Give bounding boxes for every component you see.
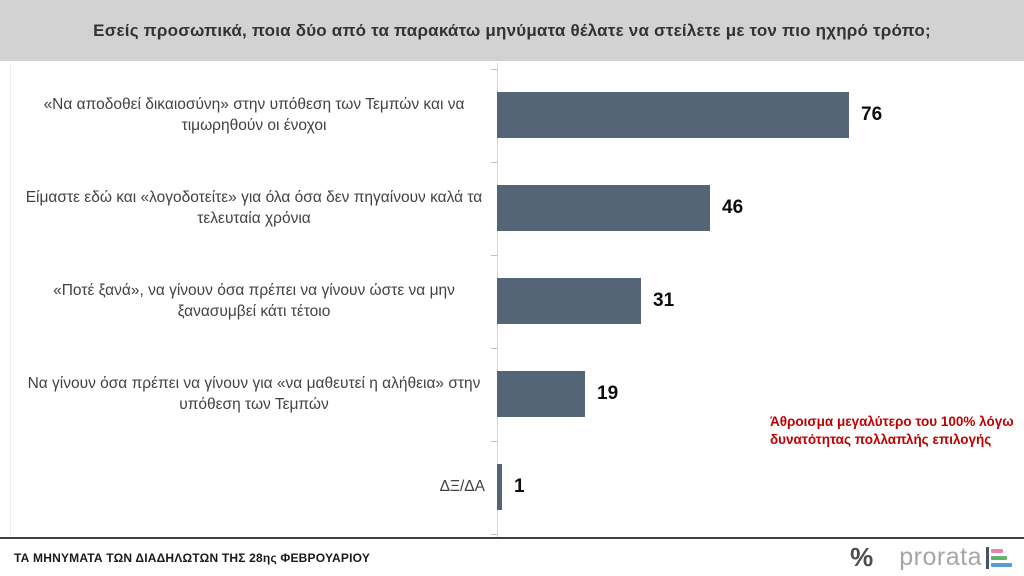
axis-tick bbox=[491, 533, 497, 535]
bar-row: «Να αποδοθεί δικαιοσύνη» στην υπόθεση τω… bbox=[0, 69, 1024, 162]
category-label: «Ποτέ ξανά», να γίνουν όσα πρέπει να γίν… bbox=[53, 281, 455, 320]
value-label: 31 bbox=[653, 290, 675, 311]
axis-tick bbox=[491, 440, 497, 442]
axis-tick bbox=[491, 347, 497, 349]
bar bbox=[497, 278, 641, 324]
footer-divider bbox=[0, 537, 1024, 539]
bar bbox=[497, 464, 502, 510]
multiple-choice-note: Άθροισμα μεγαλύτερο του 100% λόγω δυνατό… bbox=[770, 414, 1014, 447]
brand-name: prorata bbox=[899, 543, 982, 571]
value-label: 46 bbox=[722, 197, 744, 218]
title-bar: Εσείς προσωπικά, ποια δύο από τα παρακάτ… bbox=[0, 0, 1024, 61]
logo-mini-bar bbox=[991, 555, 1007, 560]
logo-axis-bar bbox=[986, 546, 989, 569]
chart-title: Εσείς προσωπικά, ποια δύο από τα παρακάτ… bbox=[93, 20, 931, 40]
footer: ΤΑ ΜΗΝΥΜΑΤΑ ΤΩΝ ΔΙΑΔΗΛΩΤΩΝ ΤΗΣ 28ης ΦΕΒΡ… bbox=[0, 539, 1024, 576]
value-label: 1 bbox=[514, 476, 525, 497]
axis-tick bbox=[491, 254, 497, 256]
footer-caption: ΤΑ ΜΗΝΥΜΑΤΑ ΤΩΝ ΔΙΑΔΗΛΩΤΩΝ ΤΗΣ 28ης ΦΕΒΡ… bbox=[14, 550, 371, 565]
category-label: «Να αποδοθεί δικαιοσύνη» στην υπόθεση τω… bbox=[43, 95, 465, 134]
bar-row: «Ποτέ ξανά», να γίνουν όσα πρέπει να γίν… bbox=[0, 255, 1024, 348]
prorata-logo: % prorata bbox=[850, 542, 1012, 573]
category-label: ΔΞ/ΔΑ bbox=[439, 478, 485, 496]
logo-mini-bar bbox=[991, 562, 1012, 567]
logo-mini-bar bbox=[991, 548, 1003, 553]
percent-icon: % bbox=[850, 542, 874, 572]
logo-bars bbox=[991, 548, 1012, 567]
value-label: 19 bbox=[597, 383, 619, 404]
category-label: Να γίνουν όσα πρέπει να γίνουν για «να μ… bbox=[27, 374, 481, 413]
bar-row: Να γίνουν όσα πρέπει να γίνουν για «να μ… bbox=[0, 348, 1024, 441]
plot-left-border bbox=[10, 63, 11, 535]
bar bbox=[497, 371, 585, 417]
category-label: Είμαστε εδώ και «λογοδοτείτε» για όλα όσ… bbox=[25, 188, 483, 227]
chart-area: Άθροισμα μεγαλύτερο του 100% λόγω δυνατό… bbox=[0, 61, 1024, 537]
value-label: 76 bbox=[861, 104, 883, 125]
bar-chart-icon bbox=[986, 546, 1012, 569]
bar-row: ΔΞ/ΔΑ 1 bbox=[0, 441, 1024, 534]
bar bbox=[497, 185, 710, 231]
bar-row: Είμαστε εδώ και «λογοδοτείτε» για όλα όσ… bbox=[0, 162, 1024, 255]
bar bbox=[497, 92, 849, 138]
axis-tick bbox=[491, 68, 497, 70]
axis-tick bbox=[491, 161, 497, 163]
